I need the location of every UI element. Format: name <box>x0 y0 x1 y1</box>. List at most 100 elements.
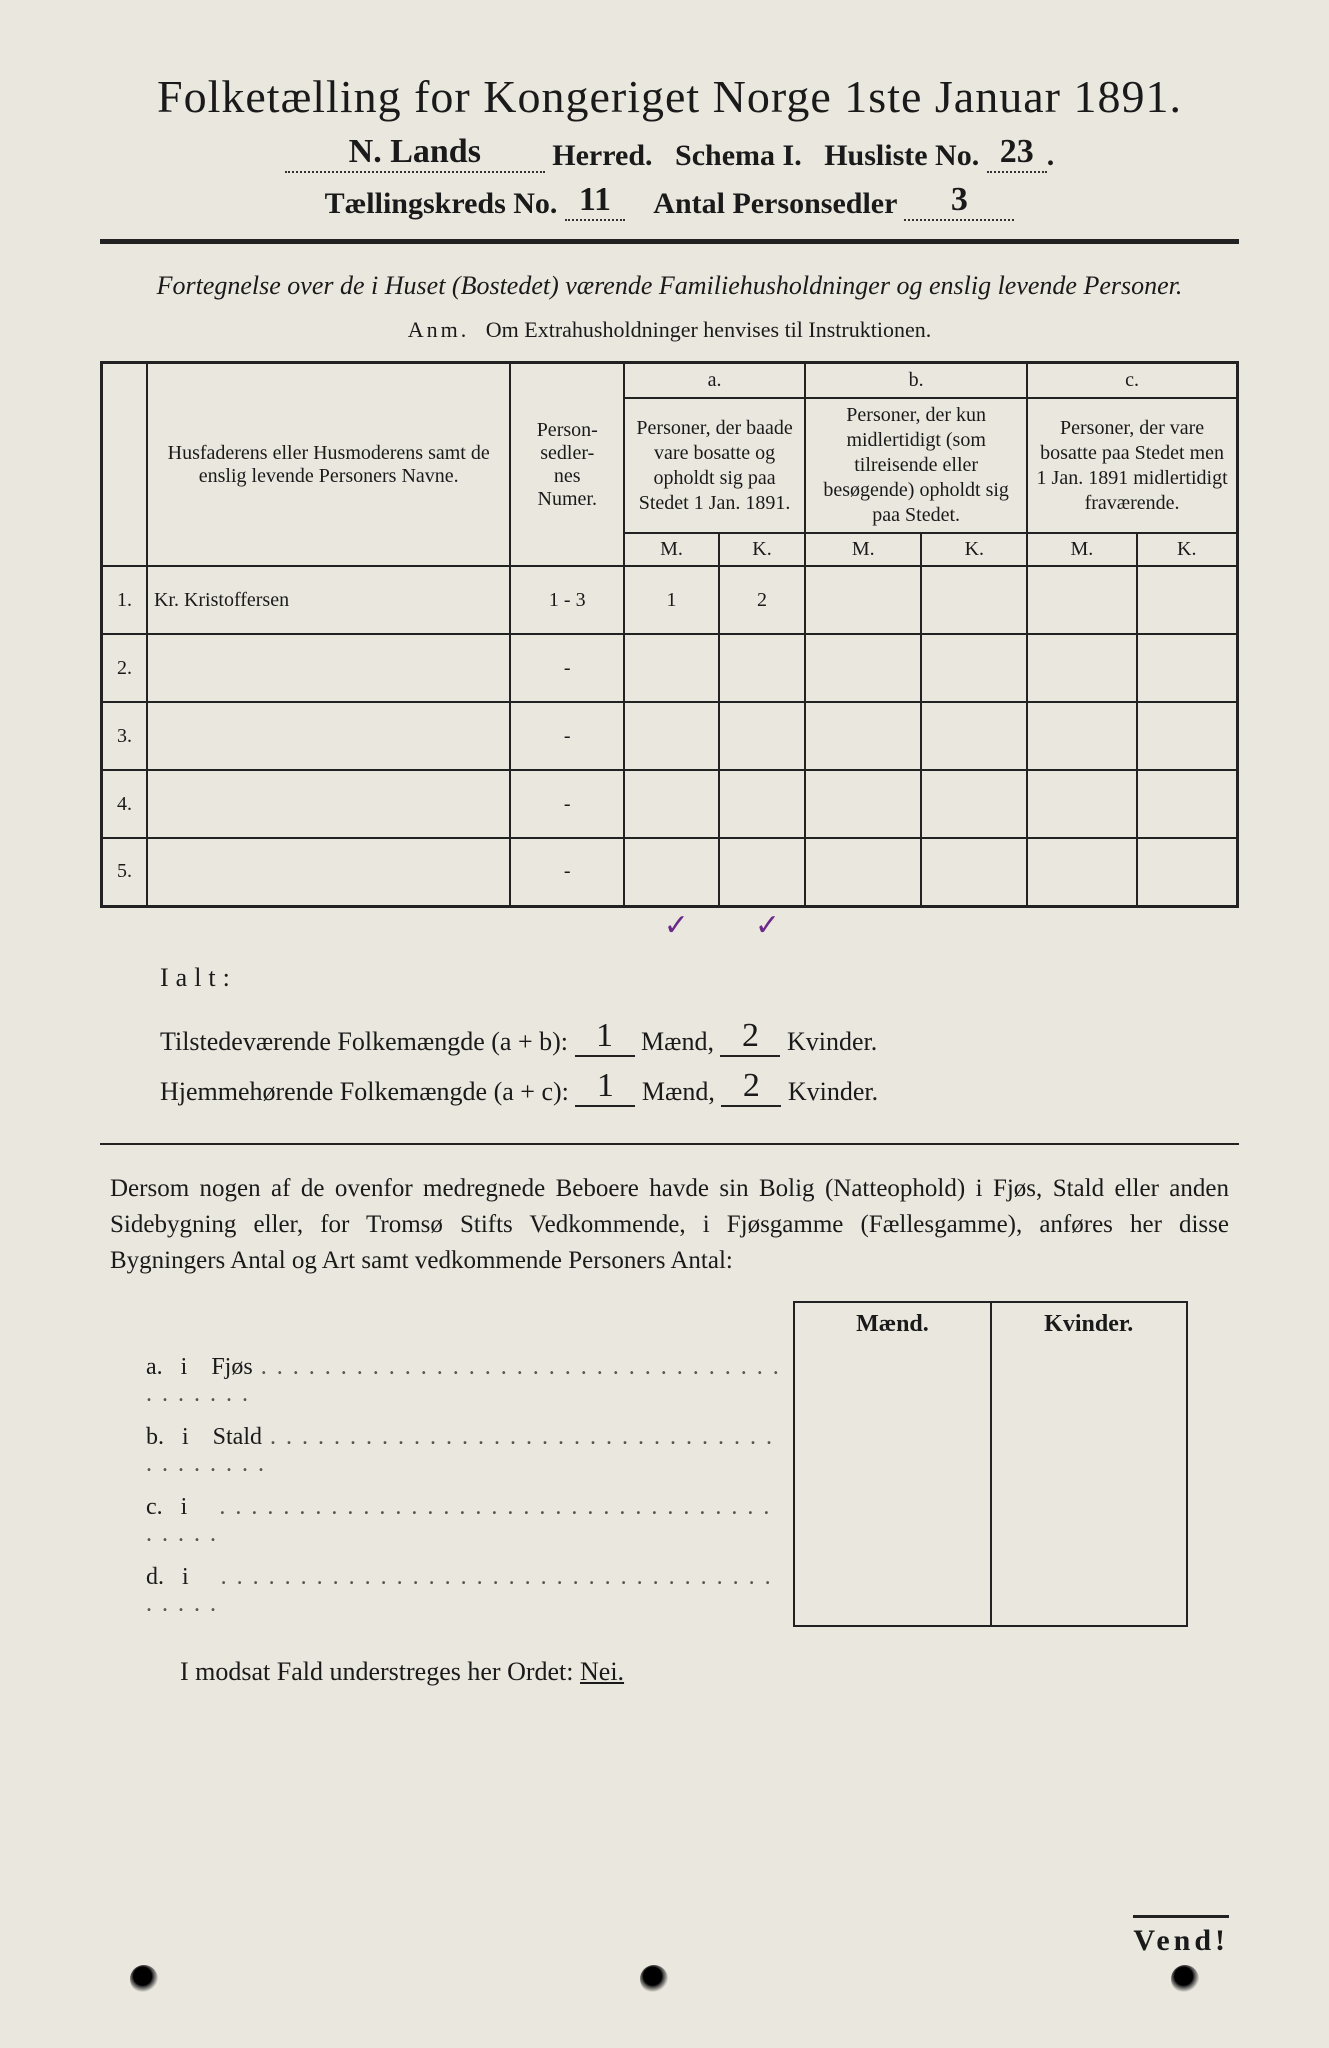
row-number: 3. <box>102 702 147 770</box>
sum-line-2: Hjemmehørende Folkemængde (a + c): 1 Mæn… <box>160 1067 1229 1107</box>
group-c-header: Personer, der vare bosatte paa Stedet me… <box>1027 398 1237 533</box>
row-bK <box>921 702 1027 770</box>
row-aK <box>719 702 805 770</box>
row-aK: 2 <box>719 566 805 634</box>
row-cK <box>1137 566 1238 634</box>
row-aM <box>624 770 719 838</box>
sum1-kvinder: Kvinder. <box>787 1027 877 1056</box>
personsedler-label: Antal Personsedler <box>653 187 897 220</box>
table-row: 3. - <box>102 702 1238 770</box>
c-k: K. <box>1137 533 1238 566</box>
group-a-header: Personer, der baade vare bosatte og opho… <box>624 398 805 533</box>
anm-label: Anm. <box>408 317 470 342</box>
group-c-tag: c. <box>1027 363 1237 399</box>
rule-top <box>100 239 1239 244</box>
buildings-row: d. i . . . . . . . . . . . . . . . . . .… <box>140 1556 1187 1626</box>
row-num: - <box>510 702 624 770</box>
punch-hole <box>640 1965 668 1993</box>
punch-hole <box>1171 1965 1199 1993</box>
sum1-m: 1 <box>575 1017 635 1057</box>
row-bK <box>921 634 1027 702</box>
sec-label: b. i Stald . . . . . . . . . . . . . . .… <box>140 1416 794 1486</box>
row-name <box>147 770 511 838</box>
row-cM <box>1027 702 1136 770</box>
sum1-pre: Tilstedeværende Folkemængde (a + b): <box>160 1027 568 1056</box>
sec-label: d. i . . . . . . . . . . . . . . . . . .… <box>140 1556 794 1626</box>
row-cK <box>1137 770 1238 838</box>
sum2-k: 2 <box>721 1067 781 1107</box>
sec-k <box>991 1346 1187 1416</box>
row-num: 1 - 3 <box>510 566 624 634</box>
kreds-value: 11 <box>565 181 625 221</box>
table-row: 1.Kr. Kristoffersen1 - 312 <box>102 566 1238 634</box>
row-number: 4. <box>102 770 147 838</box>
sec-m <box>794 1416 990 1486</box>
table-row: 5. - <box>102 838 1238 906</box>
row-name <box>147 838 511 906</box>
sec-h-m: Mænd. <box>794 1302 990 1346</box>
herred-label: Herred. <box>552 139 652 172</box>
nei-text: I modsat Fald understreges her Ordet: <box>180 1657 574 1686</box>
row-aM <box>624 702 719 770</box>
husliste-label: Husliste No. <box>824 139 979 172</box>
sec-m <box>794 1346 990 1416</box>
b-m: M. <box>805 533 921 566</box>
table-row: 2.- <box>102 634 1238 702</box>
a-m: M. <box>624 533 719 566</box>
row-aK <box>719 634 805 702</box>
sec-h-k: Kvinder. <box>991 1302 1187 1346</box>
row-cM <box>1027 634 1136 702</box>
c-m: M. <box>1027 533 1136 566</box>
row-cM <box>1027 566 1136 634</box>
b-k: K. <box>921 533 1027 566</box>
sum2-m: 1 <box>575 1067 635 1107</box>
main-table: Husfaderens eller Husmoderens samt de en… <box>100 361 1239 908</box>
row-cM <box>1027 770 1136 838</box>
sum1-maend: Mænd, <box>641 1027 714 1056</box>
row-num: - <box>510 634 624 702</box>
vend-label: Vend! <box>1133 1915 1229 1958</box>
kreds-label: Tællingskreds No. <box>325 187 558 220</box>
building-paragraph: Dersom nogen af de ovenfor medregnede Be… <box>110 1171 1229 1280</box>
personsedler-value: 3 <box>904 181 1014 221</box>
sec-label: c. i . . . . . . . . . . . . . . . . . .… <box>140 1486 794 1556</box>
row-number: 5. <box>102 838 147 906</box>
row-num: - <box>510 770 624 838</box>
group-b-header: Personer, der kun midlertidigt (som tilr… <box>805 398 1027 533</box>
row-bK <box>921 566 1027 634</box>
tick-row: ✓ ✓ <box>100 908 1239 943</box>
nei-line: I modsat Fald understreges her Ordet: Ne… <box>180 1657 1239 1687</box>
sec-m <box>794 1486 990 1556</box>
sec-k <box>991 1486 1187 1556</box>
row-cM <box>1027 838 1136 906</box>
buildings-row: c. i . . . . . . . . . . . . . . . . . .… <box>140 1486 1187 1556</box>
row-aM: 1 <box>624 566 719 634</box>
row-bK <box>921 770 1027 838</box>
col-name-header: Husfaderens eller Husmoderens samt de en… <box>147 363 511 567</box>
sum-line-1: Tilstedeværende Folkemængde (a + b): 1 M… <box>160 1017 1229 1057</box>
header-line-kreds: Tællingskreds No. 11 Antal Personsedler … <box>100 181 1239 221</box>
row-name: Kr. Kristoffersen <box>147 566 511 634</box>
row-aK <box>719 770 805 838</box>
buildings-table: Mænd. Kvinder. a. i Fjøs . . . . . . . .… <box>140 1301 1188 1627</box>
ialt-label: Ialt: <box>160 963 237 993</box>
header-line-herred: N. Lands Herred. Schema I. Husliste No. … <box>100 133 1239 173</box>
sum2-kvinder: Kvinder. <box>788 1077 878 1106</box>
census-form-page: Folketælling for Kongeriget Norge 1ste J… <box>0 0 1329 2048</box>
anm-text: Om Extrahusholdninger henvises til Instr… <box>486 317 931 342</box>
totals-block: Ialt: Tilstedeværende Folkemængde (a + b… <box>160 963 1229 1107</box>
table-row: 4. - <box>102 770 1238 838</box>
anm-line: Anm. Om Extrahusholdninger henvises til … <box>100 317 1239 343</box>
group-a-tag: a. <box>624 363 805 399</box>
col-blank <box>102 363 147 567</box>
sec-m <box>794 1556 990 1626</box>
col-num-header: Person- sedler- nes Numer. <box>510 363 624 567</box>
row-cK <box>1137 838 1238 906</box>
group-b-tag: b. <box>805 363 1027 399</box>
tick-a-m: ✓ <box>631 908 722 943</box>
row-bM <box>805 634 921 702</box>
schema-label: Schema I. <box>675 139 802 172</box>
sec-k <box>991 1556 1187 1626</box>
row-num: - <box>510 838 624 906</box>
row-bM <box>805 702 921 770</box>
